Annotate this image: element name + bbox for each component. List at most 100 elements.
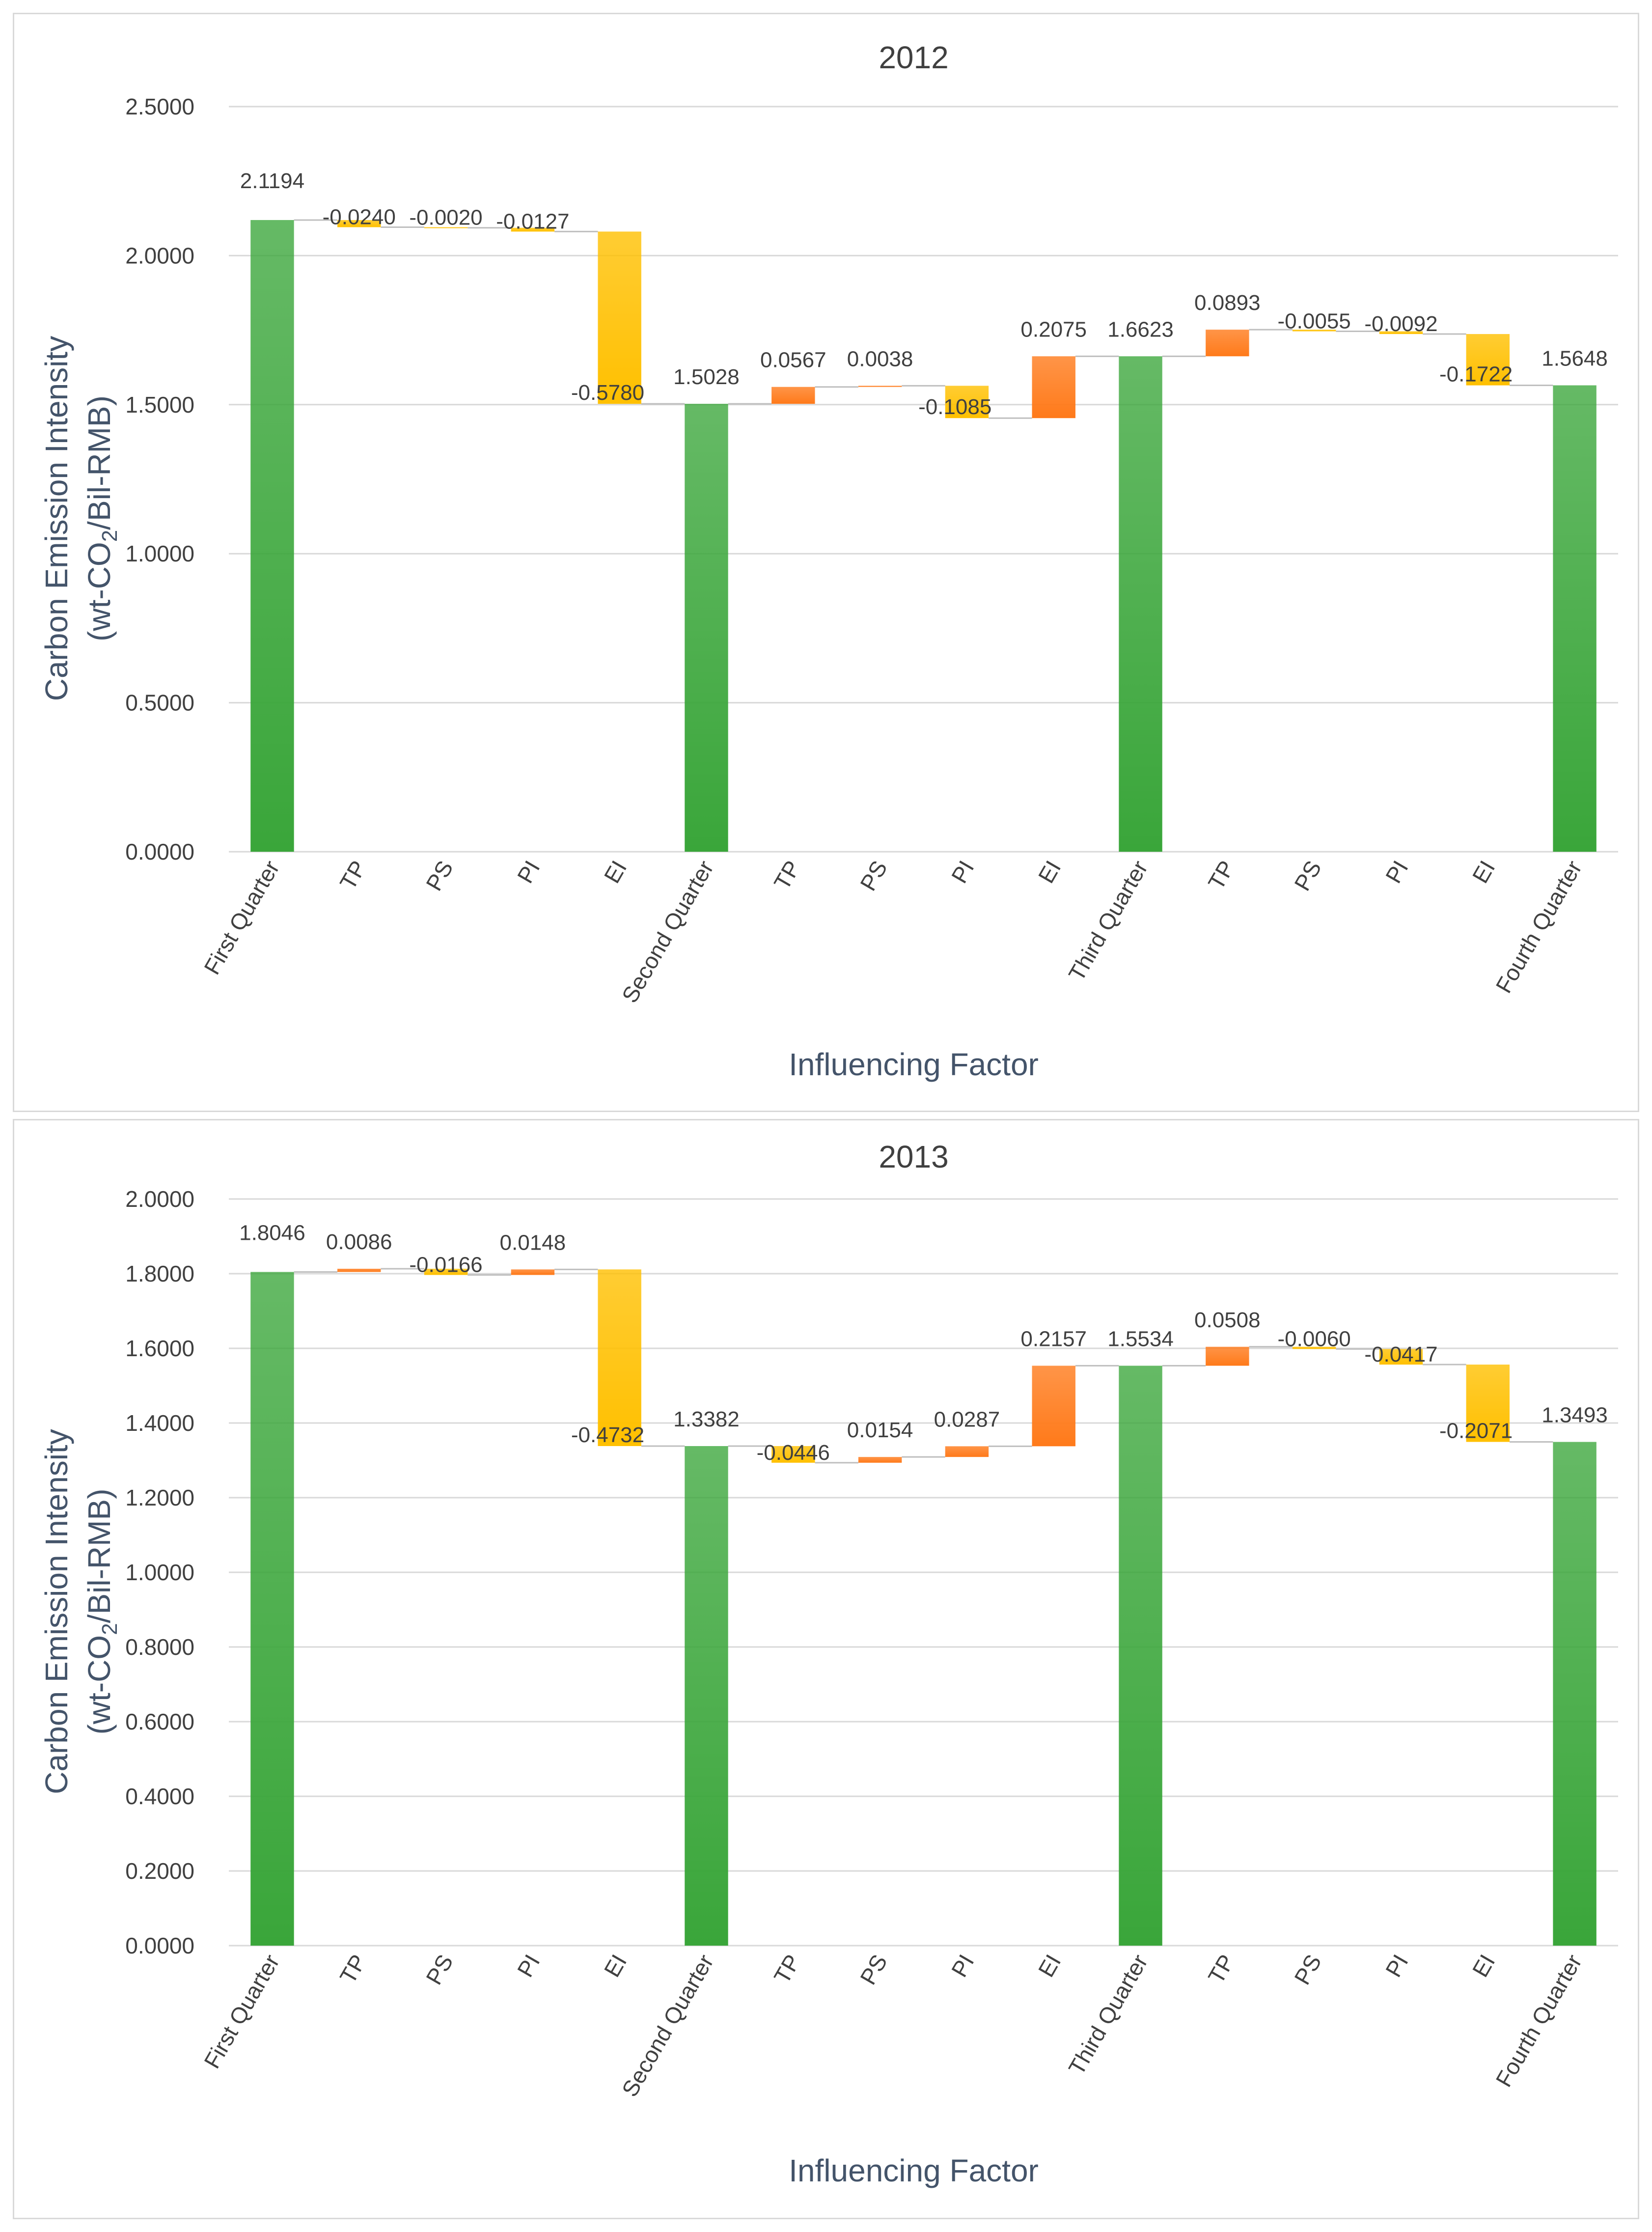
x-tick-label: PS bbox=[421, 1950, 458, 1989]
total-bar bbox=[1553, 385, 1597, 852]
increase-bar bbox=[858, 1457, 902, 1463]
data-label: 1.5534 bbox=[1107, 1327, 1174, 1351]
decrease-bar bbox=[771, 1446, 815, 1463]
chart-title: 2012 bbox=[879, 40, 948, 75]
data-label: 0.2157 bbox=[1020, 1327, 1087, 1351]
y-tick-label: 1.2000 bbox=[125, 1485, 194, 1510]
total-bar bbox=[1119, 1366, 1162, 1946]
decrease-bar bbox=[1466, 1365, 1510, 1442]
increase-bar bbox=[771, 387, 815, 404]
y-axis-units-prefix: (wt-CO bbox=[82, 1635, 117, 1735]
increase-bar bbox=[1032, 356, 1075, 418]
x-tick-label: TP bbox=[769, 1950, 805, 1988]
y-axis-label: Carbon Emission Intensity bbox=[39, 336, 74, 701]
y-axis-label-units: (wt-CO2/Bil-RMB) bbox=[82, 395, 122, 642]
total-bar bbox=[1553, 1442, 1597, 1946]
data-label: -0.2071 bbox=[1439, 1419, 1513, 1443]
x-axis-label: Influencing Factor bbox=[789, 2153, 1039, 2188]
y-tick-label: 0.4000 bbox=[125, 1784, 194, 1809]
x-tick-label: PI bbox=[1380, 856, 1413, 888]
y-axis-units-suffix: /Bil-RMB) bbox=[82, 395, 117, 530]
data-label: 0.0567 bbox=[760, 348, 826, 372]
chart-2012: 0.0000 0.5000 1.0000 1.5000 2.0000 2.5000 2012… bbox=[39, 40, 1618, 1082]
x-tick-label: Fourth Quarter bbox=[1490, 856, 1587, 997]
y-tick-label: 1.5000 bbox=[125, 392, 194, 418]
x-tick-label: Second Quarter bbox=[617, 1950, 718, 2101]
data-label: 0.0154 bbox=[847, 1418, 913, 1442]
data-label: 1.5028 bbox=[673, 365, 740, 389]
y-tick-label: 1.6000 bbox=[125, 1336, 194, 1361]
decrease-bar bbox=[424, 1268, 468, 1275]
total-bar bbox=[250, 220, 294, 852]
x-tick-label: PS bbox=[855, 856, 892, 895]
y-tick-label: 2.0000 bbox=[125, 1186, 194, 1212]
x-tick-label: Fourth Quarter bbox=[1490, 1950, 1587, 2091]
data-label: -0.0446 bbox=[757, 1441, 830, 1465]
data-label: -0.0092 bbox=[1364, 312, 1437, 336]
y-tick-label: 0.2000 bbox=[125, 1858, 194, 1884]
total-bar bbox=[250, 1272, 294, 1946]
x-tick-label: PS bbox=[421, 856, 458, 895]
data-label: 0.2075 bbox=[1020, 317, 1087, 341]
data-label: 1.3493 bbox=[1542, 1403, 1608, 1427]
chart-panel-2013: 0.0000 0.2000 0.4000 0.6000 0.8000 1.0000 1.20… bbox=[13, 1119, 1639, 2219]
data-label: 2.1194 bbox=[240, 169, 304, 193]
y-tick-label: 1.0000 bbox=[125, 1560, 194, 1585]
total-bar bbox=[685, 1446, 728, 1946]
x-tick-label: PI bbox=[512, 1950, 545, 1981]
y-tick-label: 1.4000 bbox=[125, 1410, 194, 1436]
data-label: -0.4732 bbox=[571, 1423, 644, 1447]
total-bar bbox=[1119, 356, 1162, 852]
x-tick-label: TP bbox=[1203, 1950, 1239, 1988]
y-tick-label: 0.0000 bbox=[125, 1933, 194, 1958]
decrease-bar bbox=[598, 1269, 641, 1446]
data-label: -0.0020 bbox=[409, 206, 482, 230]
x-tick-label: Second Quarter bbox=[617, 856, 718, 1007]
x-tick-label: PS bbox=[855, 1950, 892, 1989]
data-label: 0.0038 bbox=[847, 347, 913, 371]
data-label: 0.0893 bbox=[1194, 291, 1261, 315]
increase-bar bbox=[511, 1269, 555, 1275]
y-axis-units-subscript: 2 bbox=[98, 1623, 122, 1635]
x-tick-label: First Quarter bbox=[199, 1950, 284, 2073]
x-tick-label: EI bbox=[1467, 856, 1500, 888]
decrease-bar bbox=[424, 227, 468, 228]
x-tick-label: TP bbox=[334, 856, 371, 894]
data-label: -0.1722 bbox=[1439, 363, 1513, 387]
increase-bar bbox=[858, 386, 902, 387]
y-axis-label-units: (wt-CO2/Bil-RMB) bbox=[82, 1489, 122, 1735]
x-tick-label: Third Quarter bbox=[1063, 856, 1153, 985]
x-tick-label: PI bbox=[946, 856, 979, 888]
data-label: 1.6623 bbox=[1107, 317, 1174, 341]
x-tick-label: First Quarter bbox=[199, 856, 284, 979]
data-label: -0.5780 bbox=[571, 381, 644, 405]
data-label: -0.1085 bbox=[918, 395, 991, 419]
x-tick-label: PS bbox=[1289, 1950, 1326, 1989]
data-label: 0.0508 bbox=[1194, 1308, 1261, 1332]
data-label: 0.0287 bbox=[934, 1407, 1000, 1431]
x-tick-label: EI bbox=[1033, 856, 1066, 888]
y-tick-label: 0.6000 bbox=[125, 1709, 194, 1734]
data-label: -0.0417 bbox=[1364, 1342, 1437, 1367]
decrease-bar bbox=[337, 220, 381, 227]
decrease-bar bbox=[511, 227, 555, 232]
x-tick-label: EI bbox=[599, 856, 632, 888]
x-tick-label: Third Quarter bbox=[1063, 1950, 1153, 2079]
increase-bar bbox=[1206, 1346, 1249, 1366]
data-label: -0.0127 bbox=[496, 209, 569, 233]
data-label: -0.0166 bbox=[409, 1253, 482, 1277]
data-label: 1.3382 bbox=[673, 1407, 740, 1431]
data-label: 0.0148 bbox=[500, 1230, 566, 1255]
y-axis-units-prefix: (wt-CO bbox=[82, 542, 117, 642]
data-label: -0.0055 bbox=[1278, 309, 1351, 333]
decrease-bar bbox=[598, 231, 641, 404]
x-axis-label: Influencing Factor bbox=[789, 1047, 1039, 1082]
increase-bar bbox=[1206, 330, 1249, 357]
data-label: -0.0240 bbox=[323, 205, 396, 229]
y-tick-label: 0.0000 bbox=[125, 839, 194, 865]
x-tick-label: EI bbox=[599, 1950, 632, 1981]
data-label: -0.0060 bbox=[1278, 1327, 1351, 1351]
x-tick-label: TP bbox=[334, 1950, 371, 1988]
data-label: 1.8046 bbox=[239, 1221, 305, 1245]
increase-bar bbox=[945, 1446, 989, 1457]
